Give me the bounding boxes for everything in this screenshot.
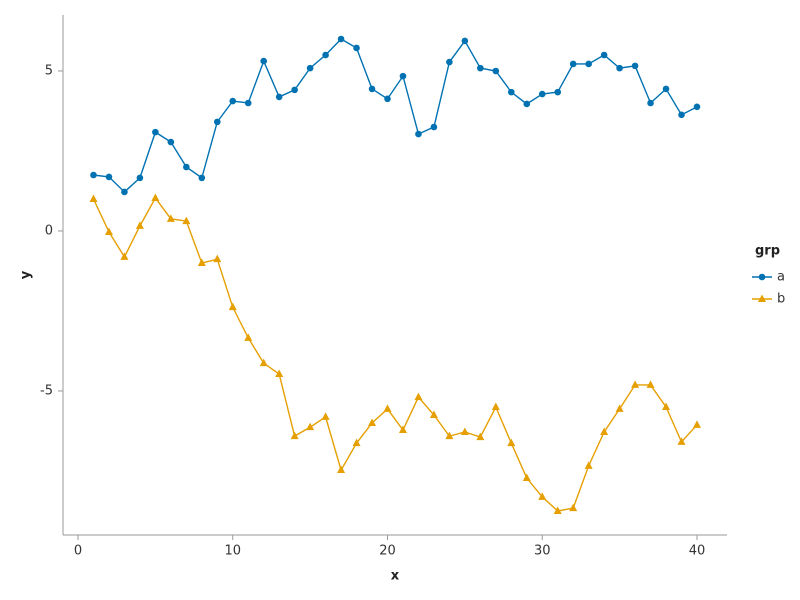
marker: [182, 216, 191, 225]
marker: [600, 427, 609, 435]
marker: [353, 44, 360, 52]
y-tick-label: 0: [45, 224, 53, 239]
marker: [152, 128, 159, 136]
marker: [291, 86, 298, 94]
marker: [569, 60, 577, 68]
series-line: [93, 38, 698, 193]
marker: [646, 380, 655, 388]
marker: [538, 492, 547, 500]
marker: [213, 254, 222, 263]
marker: [569, 503, 578, 512]
x-tick-label: 20: [379, 544, 396, 559]
marker: [167, 138, 175, 146]
marker: [430, 123, 438, 131]
marker: [136, 174, 144, 182]
marker: [692, 420, 701, 428]
marker: [585, 60, 592, 68]
marker: [631, 380, 640, 388]
marker: [275, 369, 284, 378]
marker: [616, 64, 623, 72]
marker: [523, 100, 531, 108]
x-axis-label: x: [391, 569, 400, 584]
marker: [662, 402, 671, 410]
marker: [260, 57, 268, 65]
marker: [151, 193, 160, 202]
marker: [290, 431, 299, 440]
marker: [90, 171, 97, 179]
marker: [322, 51, 329, 59]
marker: [507, 438, 516, 447]
marker: [105, 173, 113, 181]
marker: [600, 51, 608, 59]
marker: [368, 85, 376, 93]
marker: [693, 103, 701, 111]
marker: [275, 93, 283, 101]
marker: [522, 473, 531, 482]
x-tick-label: 30: [534, 544, 551, 559]
marker: [538, 90, 546, 98]
marker: [507, 88, 515, 96]
marker: [491, 402, 500, 410]
y-tick-label: 5: [45, 64, 53, 79]
marker: [120, 252, 129, 260]
marker: [615, 404, 624, 412]
marker: [678, 111, 685, 119]
marker: [121, 188, 128, 196]
x-tick-label: 10: [224, 544, 241, 559]
marker: [229, 97, 237, 105]
marker: [321, 412, 330, 420]
legend-label: b: [777, 292, 785, 307]
marker: [197, 258, 206, 266]
marker: [213, 118, 221, 126]
marker: [631, 62, 639, 70]
marker: [228, 302, 237, 311]
marker: [135, 221, 144, 229]
marker: [352, 438, 361, 447]
marker: [368, 418, 377, 426]
marker: [677, 437, 686, 445]
x-tick-label: 0: [74, 544, 82, 559]
marker: [460, 427, 469, 435]
marker: [476, 432, 485, 441]
marker: [166, 214, 175, 222]
marker: [104, 227, 113, 235]
marker: [259, 358, 268, 367]
marker: [662, 85, 670, 93]
marker: [477, 64, 484, 72]
marker: [198, 174, 206, 182]
marker: [553, 506, 562, 514]
y-axis-label: y: [19, 270, 34, 279]
marker: [337, 35, 345, 43]
x-tick-label: 40: [689, 544, 706, 559]
marker: [399, 72, 407, 80]
marker: [492, 67, 500, 75]
y-tick-label: -5: [40, 384, 53, 399]
marker: [89, 194, 98, 202]
legend-title: grp: [755, 244, 780, 259]
marker: [244, 99, 252, 107]
marker: [584, 461, 593, 469]
marker: [384, 95, 391, 103]
marker: [383, 404, 392, 412]
series-line: [92, 196, 698, 512]
marker: [446, 58, 453, 66]
marker: [398, 425, 407, 434]
marker: [429, 410, 438, 418]
legend-label: a: [777, 270, 785, 285]
marker: [183, 163, 190, 171]
marker: [758, 294, 766, 302]
marker: [306, 422, 315, 431]
marker: [414, 392, 423, 401]
marker: [758, 273, 766, 281]
marker: [337, 465, 346, 474]
marker: [647, 99, 654, 107]
marker: [415, 130, 422, 138]
marker: [244, 333, 253, 341]
marker: [461, 37, 469, 45]
marker: [306, 64, 314, 72]
marker: [554, 88, 562, 96]
marker: [445, 431, 454, 440]
